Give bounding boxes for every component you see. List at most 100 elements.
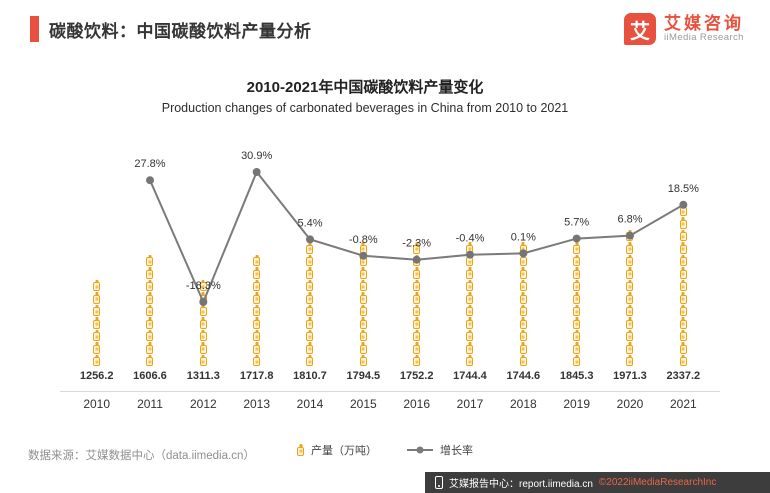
bar-value-label: 1794.5	[346, 370, 381, 382]
bottle-icon	[413, 269, 421, 279]
bottle-icon	[573, 244, 581, 254]
growth-point-marker	[412, 255, 421, 264]
growth-value-label: -0.4%	[456, 233, 485, 245]
bottle-icon	[306, 244, 314, 254]
bottle-icon	[573, 357, 581, 366]
bottle-icon	[519, 344, 527, 354]
x-axis-tick-label: 2021	[669, 397, 697, 411]
page-header: 碳酸饮料：中国碳酸饮料产量分析	[30, 16, 312, 42]
bottle-icon	[253, 294, 261, 304]
bottle-icon	[306, 357, 314, 366]
accent-bar	[30, 16, 39, 42]
bottle-icon	[466, 269, 474, 279]
legend-label-growth: 增长率	[440, 445, 473, 457]
bottle-icon	[466, 357, 474, 366]
bottle-icon	[253, 307, 261, 316]
bottle-icon	[306, 257, 314, 266]
bottle-icon	[679, 307, 687, 316]
bar-value-label: 1256.2	[79, 370, 114, 382]
bottle-icon	[413, 244, 421, 254]
chart-title: 2010-2021年中国碳酸饮料产量变化	[246, 79, 484, 96]
bottle-icon	[253, 357, 261, 366]
bottle-icon	[146, 307, 154, 316]
x-axis-tick-label: 2020	[616, 397, 644, 411]
x-axis-tick-label: 2018	[509, 397, 537, 411]
bar-value-label: 1606.6	[133, 370, 167, 382]
bottle-icon	[466, 319, 474, 329]
growth-value-label: 18.5%	[668, 183, 699, 195]
bottle-icon	[146, 332, 154, 341]
bottle-icon	[413, 319, 421, 329]
bottle-icon	[573, 307, 581, 316]
bottle-icon	[573, 332, 581, 341]
growth-line-chart: 27.8% -18.3% 30.9% 5.4% -0.8% -2.3% -0.4% 0.1% 5…	[134, 150, 699, 306]
growth-value-label: 27.8%	[134, 158, 165, 170]
footer-copyright: ©2022iiMediaResearchInc	[598, 477, 717, 488]
bottle-icon	[93, 344, 101, 354]
bar-value-label: 1845.3	[559, 370, 594, 382]
bottle-icon	[306, 294, 314, 304]
data-source-note: 数据来源：艾媒数据中心（data.iimedia.cn）	[28, 450, 255, 462]
bottle-icon	[359, 269, 367, 279]
growth-point-marker	[572, 234, 581, 243]
bottle-icon	[306, 332, 314, 341]
bar-value-label: 1717.8	[239, 370, 274, 382]
bar-value-label: 1971.3	[613, 370, 647, 382]
x-axis-tick-label: 2015	[349, 397, 377, 411]
bottle-icon	[199, 344, 207, 354]
bottle-icon	[466, 344, 474, 354]
bottle-icon	[253, 282, 261, 291]
bottle-icon	[679, 269, 687, 279]
bottle-icon	[519, 269, 527, 279]
bottle-icon	[297, 446, 304, 456]
bottle-icon	[573, 294, 581, 304]
growth-point-marker	[679, 200, 688, 209]
growth-point-marker	[519, 249, 528, 258]
bottle-icon	[146, 344, 154, 354]
legend-item-growth: 增长率	[407, 442, 473, 458]
bottle-icon	[359, 357, 367, 366]
production-bar	[230, 248, 283, 366]
bottle-icon	[573, 269, 581, 279]
bottle-icon	[626, 294, 634, 304]
bottle-icon	[573, 257, 581, 266]
logo-text: 艾媒咨询 iiMedia Research	[664, 14, 744, 44]
x-axis-tick-label: 2016	[403, 397, 431, 411]
bottle-icon	[519, 319, 527, 329]
bottle-icon	[306, 269, 314, 279]
x-axis-tick-label: 2013	[243, 397, 271, 411]
bottle-icon	[519, 332, 527, 341]
x-axis-tick-label: 2014	[296, 397, 324, 411]
growth-value-label: -0.8%	[349, 234, 378, 246]
x-axis-tick-label: 2017	[456, 397, 484, 411]
growth-point-marker	[199, 297, 208, 306]
bottle-icon	[679, 357, 687, 366]
bottle-icon	[146, 294, 154, 304]
iimedia-logo: 艾 艾媒咨询 iiMedia Research	[624, 13, 744, 45]
bottle-icon	[359, 282, 367, 291]
production-bar	[443, 244, 496, 366]
bottle-icon	[413, 332, 421, 341]
bottle-icon	[146, 269, 154, 279]
bottle-icon	[573, 282, 581, 291]
bottle-icon	[253, 344, 261, 354]
growth-point-marker	[146, 176, 154, 185]
bottle-icon	[679, 294, 687, 304]
footer-report-center: 艾媒报告中心：report.iimedia.cn	[449, 479, 593, 490]
bottle-icon	[199, 282, 207, 291]
bottle-icon	[93, 307, 101, 316]
footer-bar: 艾媒报告中心：report.iimedia.cn ©2022iiMediaRes…	[425, 472, 770, 493]
bar-value-label: 1744.6	[506, 370, 541, 382]
bottle-icon	[626, 244, 634, 254]
bottle-icon	[306, 344, 314, 354]
legend-label-production: 产量（万吨）	[311, 445, 377, 457]
growth-point-marker	[252, 168, 261, 176]
x-axis-tick-label: 2011	[137, 397, 163, 411]
bottle-icon	[413, 294, 421, 304]
bottle-icon	[679, 257, 687, 266]
bottle-icon	[253, 319, 261, 329]
logo-name-en: iiMedia Research	[664, 32, 744, 44]
bottle-icon	[626, 282, 634, 291]
bar-value-label: 1744.4	[453, 370, 487, 382]
phone-icon	[435, 476, 443, 489]
